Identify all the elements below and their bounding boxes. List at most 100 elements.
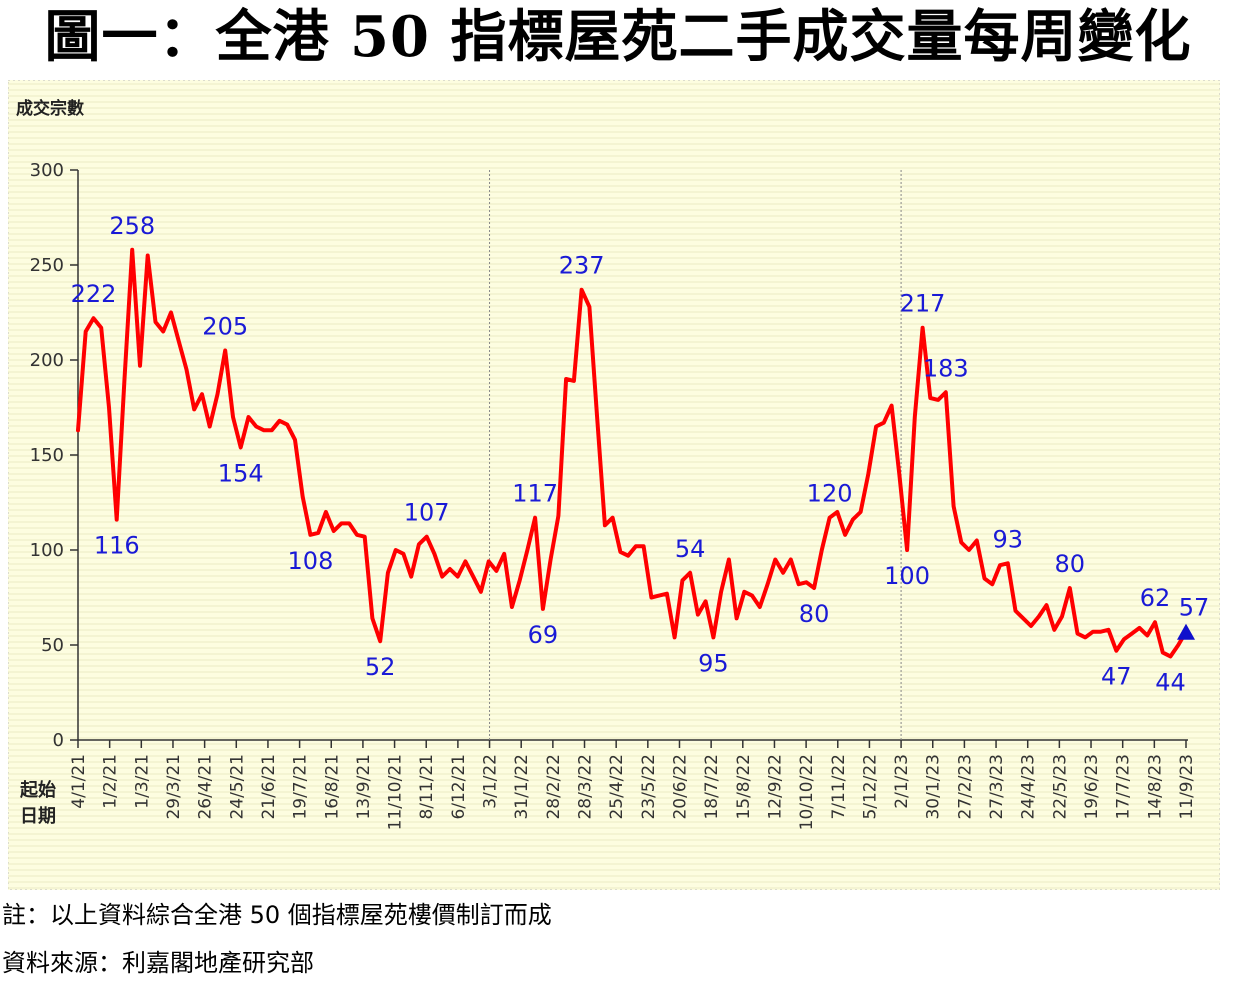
x-tick-label: 21/6/21 xyxy=(259,754,279,820)
data-point xyxy=(1145,634,1149,637)
data-point xyxy=(432,552,436,556)
chart-container: 成交宗數 0 50 100 150 200 250 300 4/1/21 1/2/21 1/3/21… xyxy=(8,80,1220,890)
data-point xyxy=(401,552,405,556)
data-point xyxy=(580,288,584,292)
x-tick-label: 31/1/22 xyxy=(512,754,532,820)
x-tick-label: 13/9/21 xyxy=(354,754,374,820)
data-point xyxy=(146,254,150,257)
data-point xyxy=(611,516,615,520)
data-point xyxy=(634,544,638,548)
data-point xyxy=(91,316,95,320)
data-point xyxy=(270,428,274,432)
data-point xyxy=(231,415,235,419)
data-point xyxy=(169,311,173,314)
data-point xyxy=(456,575,460,579)
data-point xyxy=(952,504,956,508)
data-point xyxy=(308,533,312,537)
data-label: 154 xyxy=(218,459,264,487)
data-point xyxy=(727,558,731,561)
data-point xyxy=(448,567,452,571)
data-point xyxy=(944,390,948,394)
data-point xyxy=(138,364,142,368)
data-point xyxy=(1107,628,1111,632)
data-point xyxy=(711,635,715,639)
data-point xyxy=(820,548,824,552)
x-tick-label: 10/10/22 xyxy=(797,754,817,830)
data-point xyxy=(843,533,847,537)
data-point xyxy=(549,558,553,561)
x-tick-label: 2/1/23 xyxy=(892,754,912,809)
data-point xyxy=(804,580,808,584)
data-point xyxy=(200,392,204,396)
x-tick-label: 5/12/22 xyxy=(860,754,880,820)
data-label: 217 xyxy=(900,290,946,318)
data-label: 205 xyxy=(202,313,248,341)
x-tick-label: 26/4/21 xyxy=(196,754,216,820)
data-point xyxy=(688,571,692,575)
data-point xyxy=(425,535,429,539)
y-axis-label: 成交宗數 xyxy=(16,98,84,119)
x-axis-label: 日期 xyxy=(20,806,56,827)
data-point xyxy=(355,533,359,537)
data-point xyxy=(471,575,475,579)
data-point xyxy=(603,523,607,527)
x-tick-label: 27/3/23 xyxy=(987,754,1007,820)
data-point xyxy=(758,605,762,609)
data-point xyxy=(890,404,894,408)
data-label: 116 xyxy=(94,532,140,560)
data-point xyxy=(773,558,777,561)
data-label: 44 xyxy=(1155,668,1186,696)
x-tick-label: 19/6/23 xyxy=(1082,754,1102,820)
data-point xyxy=(657,594,661,598)
data-point xyxy=(1068,586,1072,590)
data-point xyxy=(153,320,157,324)
data-point xyxy=(766,582,770,586)
data-point xyxy=(378,639,382,643)
y-tick-label: 250 xyxy=(30,255,64,276)
data-label: 108 xyxy=(288,547,334,575)
data-label: 47 xyxy=(1101,663,1132,691)
data-point xyxy=(1076,632,1080,636)
data-label: 120 xyxy=(807,480,853,508)
data-point xyxy=(859,510,863,514)
data-point xyxy=(541,607,545,611)
x-tick-label: 29/3/21 xyxy=(164,754,184,820)
data-point xyxy=(905,548,909,552)
data-point xyxy=(1169,654,1173,658)
data-point xyxy=(921,326,925,330)
data-point xyxy=(494,569,498,573)
data-point xyxy=(510,605,514,609)
x-tick-label: 18/7/22 xyxy=(702,754,722,820)
data-point xyxy=(277,419,281,423)
data-point xyxy=(556,514,560,518)
data-point xyxy=(618,550,622,554)
data-point xyxy=(1021,616,1025,620)
plot-background xyxy=(8,80,1220,890)
data-point xyxy=(572,379,576,383)
data-point xyxy=(1029,624,1033,628)
x-tick-label: 4/1/21 xyxy=(69,754,89,809)
x-tick-label: 19/7/21 xyxy=(291,754,311,820)
data-point xyxy=(696,613,700,617)
data-point xyxy=(285,423,289,427)
data-point xyxy=(704,599,708,603)
data-point xyxy=(246,415,250,419)
data-point xyxy=(1045,603,1049,607)
data-point xyxy=(1083,635,1087,639)
data-label: 100 xyxy=(884,562,930,590)
data-point xyxy=(76,428,80,432)
data-point xyxy=(463,559,467,563)
data-point xyxy=(115,518,119,522)
data-point xyxy=(882,421,886,425)
data-point xyxy=(673,635,677,639)
data-point xyxy=(479,590,483,594)
data-point xyxy=(223,349,227,352)
data-label: 93 xyxy=(993,525,1024,553)
data-point xyxy=(797,582,801,586)
x-tick-label: 28/3/22 xyxy=(576,754,596,820)
data-point xyxy=(1037,615,1041,618)
data-point xyxy=(301,495,305,499)
line-chart: 成交宗數 0 50 100 150 200 250 300 4/1/21 1/2/21 1/3/21… xyxy=(8,80,1220,890)
data-point xyxy=(750,594,754,598)
data-point xyxy=(1161,651,1165,655)
